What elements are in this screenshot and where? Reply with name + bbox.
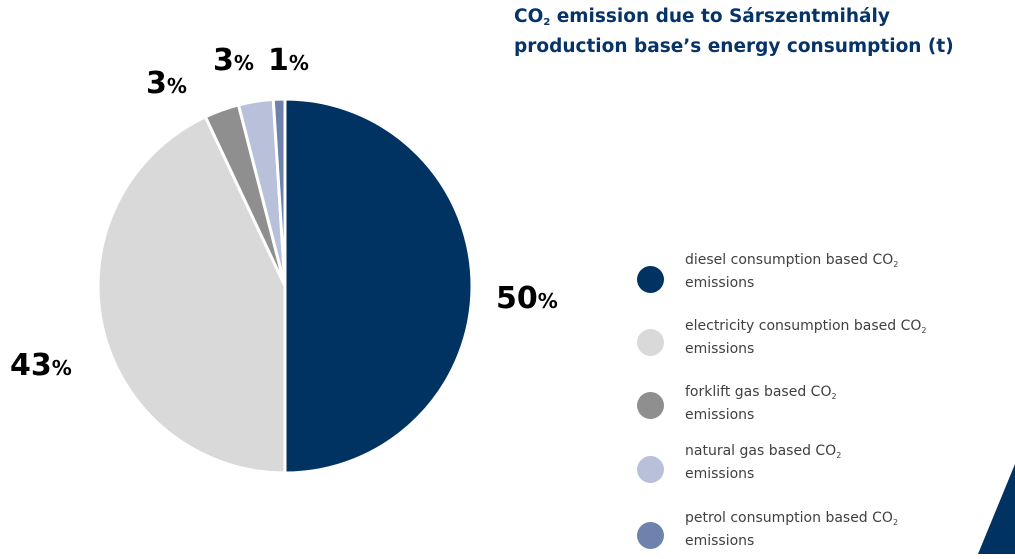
slice-value-diesel: 50 (496, 281, 538, 316)
legend-item-diesel: diesel consumption based CO2 emissions (637, 251, 967, 301)
corner-decoration (978, 464, 1015, 554)
title-line2: production base’s energy consumption (t) (514, 36, 954, 57)
percent-sign: % (51, 356, 72, 380)
title-rest: emission due to Sárszentmihály (550, 6, 890, 27)
slice-value-petrol: 1 (268, 43, 289, 78)
legend-subscript: 2 (921, 326, 927, 335)
chart-title: CO2 emission due to Sárszentmihály produ… (514, 5, 1014, 59)
legend-text: emissions (685, 275, 755, 291)
pie-slice-petrol (271, 97, 287, 288)
title-subscript: 2 (543, 17, 551, 28)
slice-value-natural-gas: 3 (213, 43, 234, 78)
legend-subscript: 2 (831, 392, 837, 401)
legend-swatch-petrol (637, 522, 664, 549)
legend-text: emissions (685, 407, 755, 423)
percent-sign: % (233, 51, 254, 75)
legend-item-petrol: petrol consumption based CO2 emissions (637, 509, 967, 559)
legend-text: emissions (685, 341, 755, 357)
legend-swatch-forklift (637, 392, 664, 419)
percent-sign: % (166, 74, 187, 98)
slice-label-electricity: 43% (10, 351, 72, 383)
percent-sign: % (288, 51, 309, 75)
slice-label-diesel: 50% (496, 284, 558, 316)
title-co: CO (514, 6, 544, 27)
slice-value-forklift: 3 (146, 66, 167, 101)
legend-item-forklift: forklift gas based CO2 emissions (637, 383, 967, 433)
slice-value-electricity: 43 (10, 348, 52, 383)
legend-text: petrol consumption based CO (685, 510, 893, 526)
legend-text: natural gas based CO (685, 443, 837, 459)
legend-text: forklift gas based CO (685, 384, 832, 400)
legend-swatch-natural-gas (637, 456, 664, 483)
legend-label-forklift: forklift gas based CO2 emissions (685, 383, 845, 424)
legend-item-natural-gas: natural gas based CO2 emissions (637, 442, 967, 492)
legend-item-electricity: electricity consumption based CO2 emissi… (637, 317, 967, 367)
percent-sign: % (537, 289, 558, 313)
legend-text: emissions (685, 466, 755, 482)
pie-slice-diesel (283, 97, 474, 475)
corner-triangle (978, 464, 1015, 554)
legend-swatch-diesel (637, 266, 664, 293)
pie-slices (96, 97, 474, 475)
legend-label-electricity: electricity consumption based CO2 emissi… (685, 317, 965, 358)
slice-label-natural-gas: 3% (213, 46, 254, 78)
legend-swatch-electricity (637, 329, 664, 356)
legend-subscript: 2 (893, 260, 899, 269)
legend-text: emissions (685, 533, 755, 549)
slice-label-petrol: 1% (268, 46, 309, 78)
legend-label-natural-gas: natural gas based CO2 emissions (685, 442, 855, 483)
legend-label-petrol: petrol consumption based CO2 emissions (685, 509, 965, 550)
legend-subscript: 2 (892, 518, 899, 527)
pie-slice-electricity (96, 115, 287, 475)
legend-text: diesel consumption based CO (685, 252, 894, 268)
legend-label-diesel: diesel consumption based CO2 emissions (685, 251, 965, 292)
slice-label-forklift: 3% (146, 69, 187, 101)
legend-subscript: 2 (836, 451, 842, 460)
legend-text: electricity consumption based CO (685, 318, 922, 334)
